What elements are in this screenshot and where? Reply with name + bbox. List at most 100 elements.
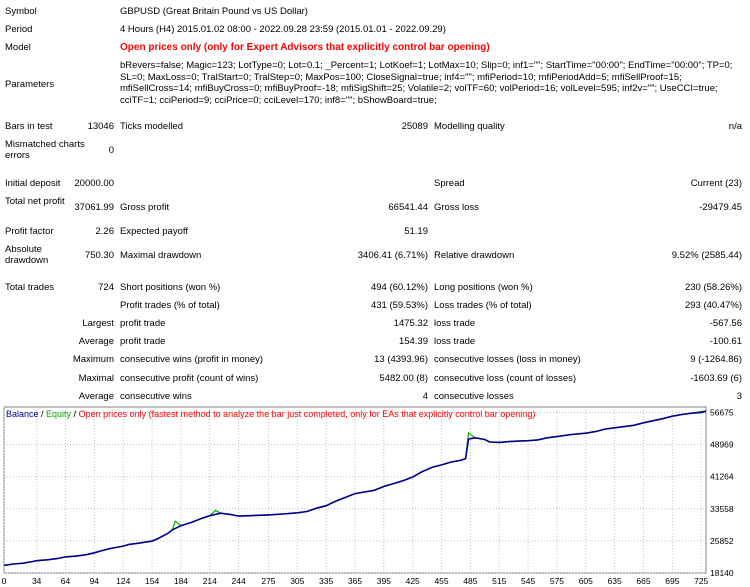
largest-loss-label: loss trade bbox=[434, 318, 476, 329]
x-tick-label-8: 244 bbox=[232, 576, 246, 586]
profittrades-value: 431 (59.53%) bbox=[370, 300, 428, 311]
x-tick-labels: 0 34 64 94 124 154 184 214 244 275 305 335 365 395 425… bbox=[2, 576, 709, 586]
largest-loss-value: -567.56 bbox=[709, 318, 742, 329]
grid-lines bbox=[3, 407, 706, 574]
x-tick-label-18: 545 bbox=[521, 576, 535, 586]
profittrades-label: Profit trades (% of total) bbox=[120, 300, 220, 311]
maximum-label: Maximum bbox=[72, 354, 114, 365]
series-lines bbox=[3, 410, 707, 567]
netprofit-value: 37061.99 bbox=[74, 202, 114, 213]
short-value: 494 (60.12%) bbox=[370, 282, 428, 293]
grossprofit-value: 66541.44 bbox=[388, 202, 428, 213]
x-tick-label-5: 154 bbox=[145, 576, 159, 586]
legend-sep-1: / bbox=[38, 409, 47, 419]
trades-value: 724 bbox=[98, 282, 114, 293]
legend-note: Open prices only (fastest method to anal… bbox=[78, 409, 536, 419]
long-value: 230 (58.26%) bbox=[684, 282, 742, 293]
x-tick-label-1: 34 bbox=[32, 576, 42, 586]
y-tick-label-1: 25852 bbox=[710, 536, 734, 546]
absdd-value: 750.30 bbox=[84, 250, 114, 261]
average-profit-label: profit trade bbox=[120, 336, 166, 347]
x-tick-label-15: 455 bbox=[434, 576, 448, 586]
long-label: Long positions (won %) bbox=[434, 282, 533, 293]
max-wins-value: 13 (4393.96) bbox=[374, 354, 428, 365]
payoff-value: 51.19 bbox=[404, 226, 428, 237]
largest-profit-value: 1475.32 bbox=[393, 318, 428, 329]
x-tick-label-4: 124 bbox=[116, 576, 130, 586]
legend-sep-2: / bbox=[71, 409, 79, 419]
x-tick-label-10: 305 bbox=[290, 576, 304, 586]
maximal-profit-label: consecutive profit (count of wins) bbox=[120, 373, 259, 384]
x-tick-label-13: 395 bbox=[377, 576, 391, 586]
average-profit-value: 154.39 bbox=[398, 336, 428, 347]
x-tick-label-7: 214 bbox=[203, 576, 217, 586]
bars-value: 13046 bbox=[87, 121, 114, 132]
quality-label: Modelling quality bbox=[434, 121, 505, 132]
pf-label: Profit factor bbox=[5, 226, 54, 237]
y-tick-label-5: 56675 bbox=[710, 408, 734, 418]
maximal-label: Maximal bbox=[78, 373, 114, 384]
largest-label: Largest bbox=[82, 318, 114, 329]
x-tick-label-11: 335 bbox=[319, 576, 333, 586]
avg2-label: Average bbox=[78, 391, 114, 402]
x-tick-label-20: 605 bbox=[579, 576, 593, 586]
mismatch-value: 0 bbox=[108, 145, 114, 156]
average-loss-label: loss trade bbox=[434, 336, 476, 347]
largest-profit-label: profit trade bbox=[120, 318, 166, 329]
deposit-value: 20000.00 bbox=[74, 178, 114, 189]
avg-wins-value: 4 bbox=[422, 391, 428, 402]
y-tick-labels: 18140 25852 33558 41264 48969 56675 bbox=[710, 408, 734, 578]
x-tick-label-12: 365 bbox=[348, 576, 362, 586]
mismatch-label: Mismatched charts errors bbox=[5, 139, 85, 161]
losstrades-value: 293 (40.47%) bbox=[684, 300, 742, 311]
max-wins-label: consecutive wins (profit in money) bbox=[120, 354, 264, 365]
balance-chart-svg: 0 34 64 94 124 154 184 214 244 275 305 335 365 395 425… bbox=[2, 406, 734, 586]
spread-label: Spread bbox=[434, 178, 465, 189]
losstrades-label: Loss trades (% of total) bbox=[434, 300, 532, 311]
y-tick-label-0: 18140 bbox=[710, 568, 734, 578]
trades-label: Total trades bbox=[5, 282, 55, 293]
model-label: Model bbox=[5, 42, 31, 53]
average-label: Average bbox=[78, 336, 114, 347]
x-tick-label-23: 695 bbox=[665, 576, 679, 586]
model-value: Open prices only (only for Expert Adviso… bbox=[120, 42, 490, 53]
y-tick-label-2: 33558 bbox=[710, 504, 734, 514]
chart-legend: Balance / Equity / Open prices only (fas… bbox=[6, 409, 535, 419]
maxdd-value: 3406.41 (6.71%) bbox=[357, 250, 428, 261]
payoff-label: Expected payoff bbox=[120, 226, 188, 237]
maximal-loss-label: consecutive loss (count of losses) bbox=[434, 373, 577, 384]
ticks-label: Ticks modelled bbox=[120, 121, 184, 132]
x-tick-label-17: 515 bbox=[492, 576, 506, 586]
maxdd-label: Maximal drawdown bbox=[120, 250, 202, 261]
parameters-label: Parameters bbox=[5, 79, 55, 90]
y-tick-label-4: 48969 bbox=[710, 440, 734, 450]
grossloss-label: Gross loss bbox=[434, 202, 479, 213]
period-value: 4 Hours (H4) 2015.01.02 08:00 - 2022.09.… bbox=[120, 24, 446, 35]
short-label: Short positions (won %) bbox=[120, 282, 221, 293]
average-loss-value: -100.61 bbox=[709, 336, 742, 347]
ticks-value: 25089 bbox=[401, 121, 428, 132]
pf-value: 2.26 bbox=[95, 226, 115, 237]
x-tick-label-14: 425 bbox=[406, 576, 420, 586]
quality-value: n/a bbox=[728, 121, 742, 132]
x-tick-label-3: 94 bbox=[90, 576, 100, 586]
symbol-label: Symbol bbox=[5, 6, 37, 17]
legend-equity: Equity bbox=[46, 409, 72, 419]
absdd-label: Absolute drawdown bbox=[5, 244, 49, 266]
symbol-value: GBPUSD (Great Britain Pound vs US Dollar… bbox=[120, 6, 308, 17]
x-tick-label-24: 725 bbox=[694, 576, 708, 586]
maximal-loss-value: -1603.69 (6) bbox=[690, 373, 742, 384]
x-tick-label-16: 485 bbox=[463, 576, 477, 586]
spread-value: Current (23) bbox=[690, 178, 742, 189]
x-tick-label-0: 0 bbox=[2, 576, 7, 586]
max-losses-value: 9 (-1264.86) bbox=[690, 354, 742, 365]
maximal-profit-value: 5482.00 (8) bbox=[379, 373, 428, 384]
reldd-value: 9.52% (2585.44) bbox=[671, 250, 742, 261]
x-tick-label-2: 64 bbox=[61, 576, 71, 586]
legend-balance: Balance bbox=[6, 409, 39, 419]
avg-losses-value: 3 bbox=[736, 391, 742, 402]
grossloss-value: -29479.45 bbox=[699, 202, 742, 213]
grossprofit-label: Gross profit bbox=[120, 202, 170, 213]
x-tick-label-6: 184 bbox=[174, 576, 188, 586]
deposit-label: Initial deposit bbox=[5, 178, 61, 189]
